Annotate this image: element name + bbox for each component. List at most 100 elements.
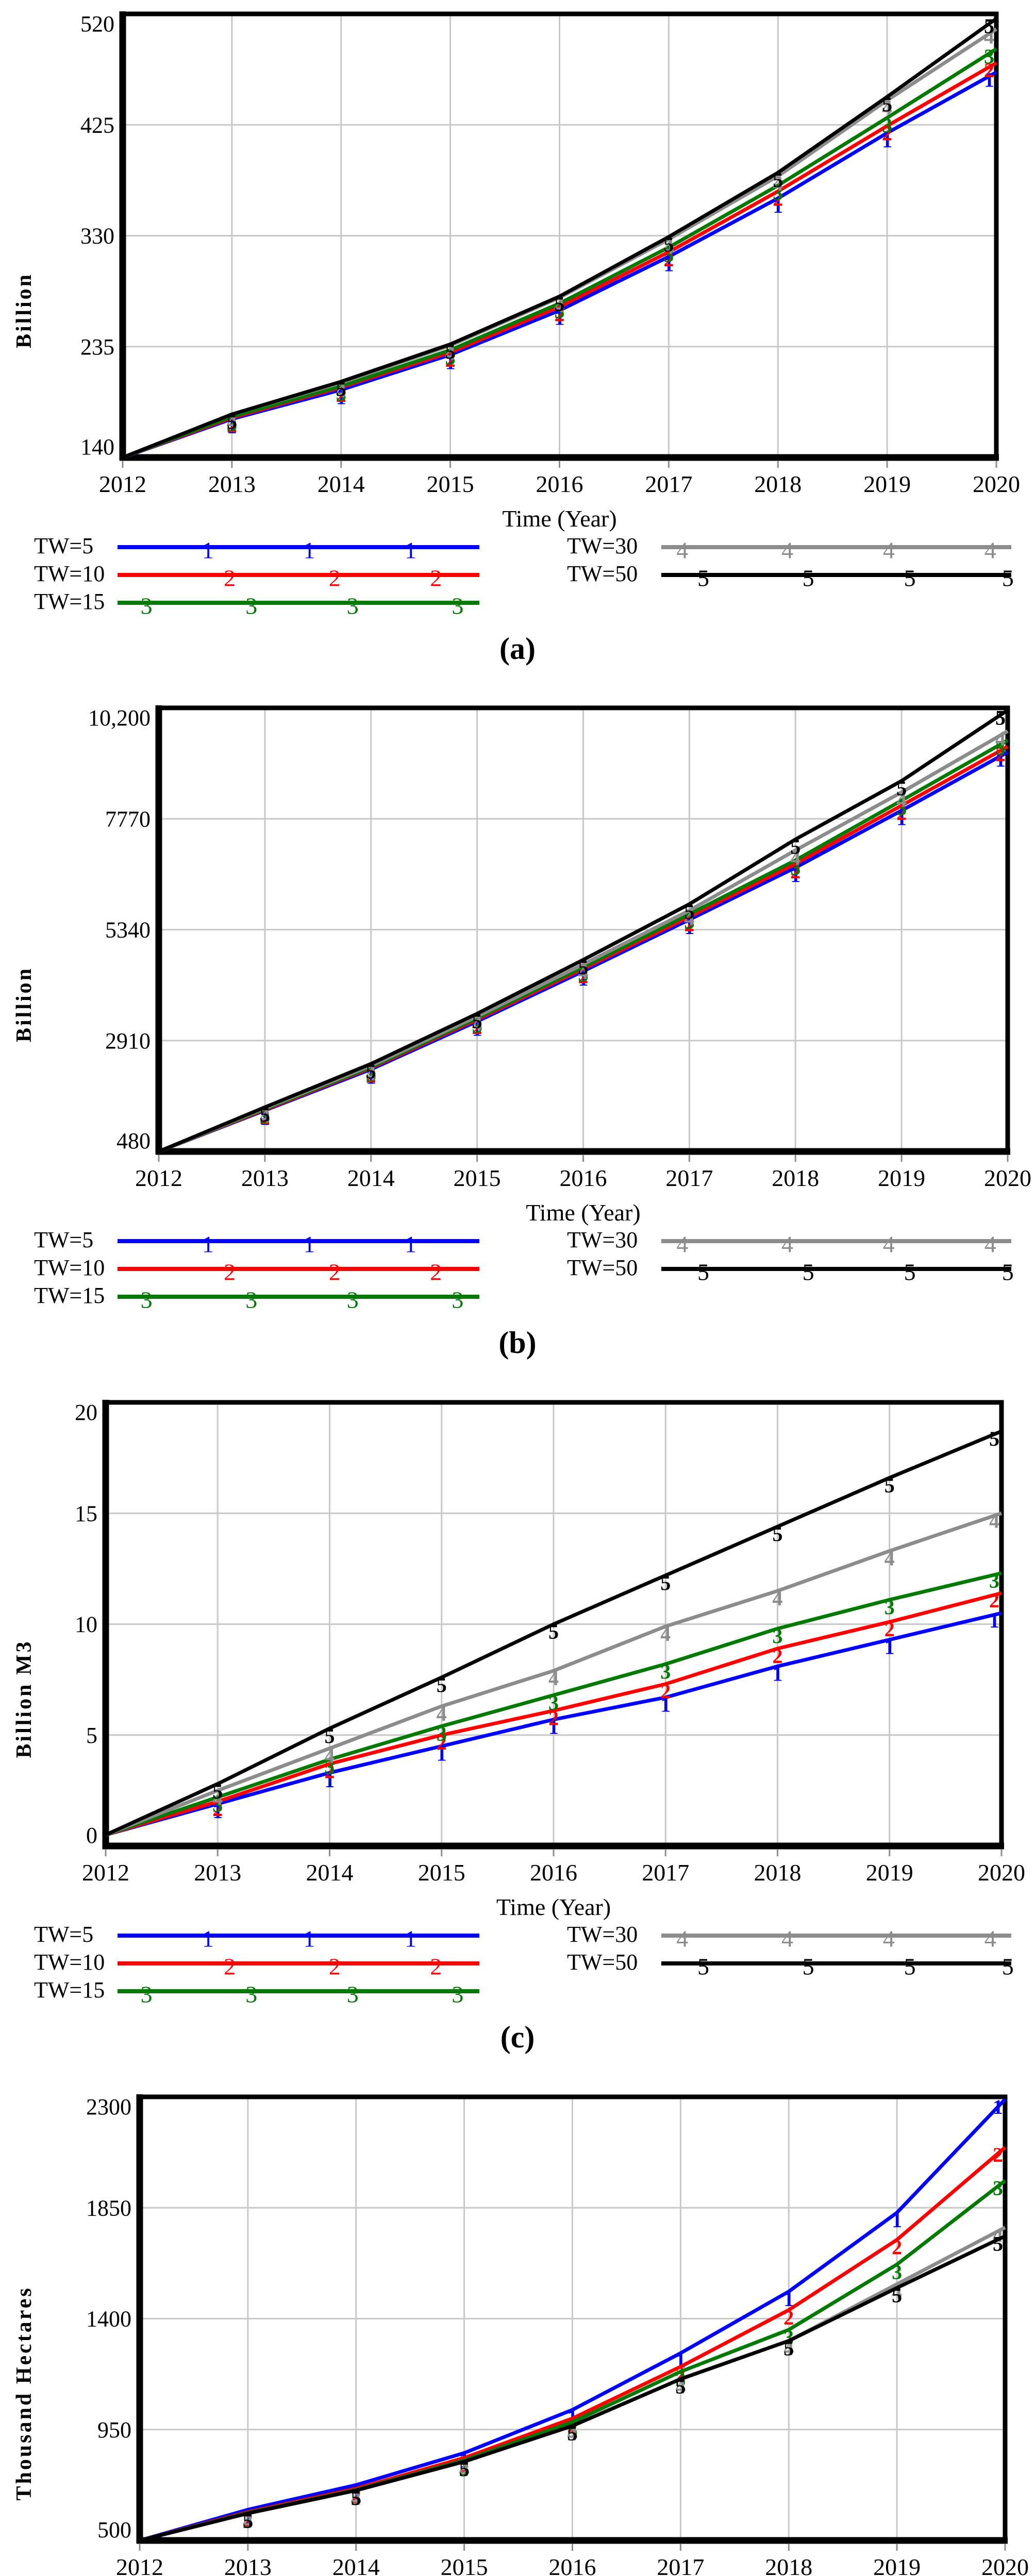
x-tick-label: 2012 (116, 2554, 163, 2576)
legend-marker-digit: 4 (781, 1925, 793, 1952)
panel-c: 0 5 10 15 20 Billion M3 2012 2013 2014 2015 2016 20… (0, 1388, 1035, 2082)
series-marker-digit: 5 (243, 2509, 253, 2532)
legend-marker-digit: 1 (202, 537, 214, 564)
series-marker-digit: 3 (882, 114, 892, 137)
series-marker-digit: 2 (892, 2235, 902, 2259)
plot-frame (119, 11, 999, 468)
legend-marker-digit: 4 (882, 1231, 895, 1258)
legend-line-sample (118, 1239, 479, 1243)
y-tick-label: 520 (80, 11, 114, 37)
legend-marker-digit: 3 (346, 1286, 359, 1313)
x-tick-label: 2013 (208, 471, 256, 497)
y-tick-label: 235 (80, 334, 114, 360)
x-tick-label: 2018 (765, 2554, 812, 2576)
series-marker-digit: 5 (993, 2232, 1003, 2255)
series-marker-digit: 1 (882, 129, 892, 152)
series-marker-digit: 3 (884, 1596, 895, 1619)
series-marker-digit: 5 (472, 1009, 482, 1032)
x-tick-label: 2012 (135, 1165, 182, 1191)
series-marker-digit: 3 (212, 1793, 223, 1816)
y-tick-label: 2300 (86, 2094, 131, 2120)
series-marker-digit: 2 (336, 383, 346, 406)
series-marker-digit: 2 (212, 1798, 223, 1821)
series-marker-digit: 4 (437, 1702, 447, 1725)
series-marker-digit: 4 (336, 379, 346, 402)
legend-line-sample (118, 601, 479, 605)
x-tick-label: 2012 (82, 1859, 129, 1886)
series-marker-digit: 5 (445, 340, 456, 363)
y-tick-label: 0 (86, 1823, 97, 1848)
legend-marker-digit: 2 (430, 1259, 442, 1285)
legend-marker-digit: 3 (452, 1286, 464, 1313)
gridlines (159, 708, 1008, 1151)
y-tick-label: 1850 (86, 2195, 131, 2221)
series-line-TW-5 (105, 1611, 1002, 1837)
plot-frame (136, 2094, 1008, 2551)
series-line-TW-50 (122, 17, 998, 460)
series-marker-digit: 2 (896, 802, 907, 825)
series-marker-digit: 4 (684, 906, 694, 929)
chart-d-legend: TW=5111TW=10222TW=153333TW=304444TW=5055… (0, 2083, 1035, 2191)
series-marker-digit: 2 (884, 1618, 895, 1641)
panel-d: 500 950 1400 1850 2300 Thousand Hectares 2012 2… (0, 2083, 1035, 2576)
series-marker-digit: 2 (684, 913, 694, 936)
series-marker-digit: 5 (437, 1673, 447, 1697)
series-marker-digit: 5 (555, 292, 565, 315)
y-tick-label: 330 (80, 224, 114, 249)
chart-a-caption: (a) (499, 632, 536, 666)
legend-marker-digit: 3 (452, 592, 464, 619)
legend-marker-digit: 3 (140, 1286, 153, 1313)
series-marker-digit: 2 (660, 1680, 671, 1703)
chart-b-canvas: 480 2910 5340 7770 10,200 Billion 2012 2013 2014… (12, 705, 1031, 1226)
chart-a-legend: TW=5 1 1 1 TW=10 2 2 2 TW=15 3 3 3 3 TW=30 4 4 4 4 TW=50 5 5… (0, 0, 1035, 618)
legend-marker-digit: 5 (904, 1259, 916, 1285)
series-marker-digit: 2 (578, 965, 589, 988)
series-marker-digit: 5 (660, 1571, 671, 1595)
legend-label-TW-10: TW=10 (34, 1950, 105, 1975)
series-marker-digit: 3 (336, 382, 346, 405)
series-marker-digit: 3 (227, 413, 237, 436)
y-tick-label: 5340 (105, 918, 151, 943)
series-marker-digit: 4 (325, 1744, 335, 1768)
legend-marker-digit: 3 (140, 1981, 153, 2008)
series-marker-digit: 1 (884, 1636, 895, 1659)
series-line-TW-5 (139, 2098, 1007, 2543)
series-marker-digit: 1 (984, 68, 994, 91)
y-axis-title: Billion (12, 273, 36, 348)
legend-marker-digit: 2 (328, 565, 341, 591)
series-marker-digit: 4 (995, 727, 1006, 750)
x-tick-label: 2015 (418, 1859, 465, 1886)
legend-line-sample (661, 1934, 1011, 1938)
series-marker-digit: 1 (548, 1716, 559, 1739)
legend-marker-digit: 2 (224, 565, 236, 591)
series-marker-digit: 5 (548, 1620, 559, 1643)
series-marker-digit: 2 (984, 59, 994, 82)
series-marker-digit: 5 (578, 956, 589, 979)
series-marker-digit: 1 (212, 1800, 223, 1823)
gridlines (123, 14, 996, 457)
legend-marker-digit: 4 (676, 1925, 689, 1952)
series-marker-digit: 1 (684, 916, 694, 939)
series-marker-digit: 3 (790, 856, 800, 879)
legend-line-sample (661, 1239, 1011, 1243)
series-marker-digit: 2 (993, 2143, 1003, 2166)
legend-label-TW-15: TW=15 (34, 1977, 105, 2003)
y-tick-label: 950 (97, 2417, 131, 2443)
legend-label-TW-50: TW=50 (567, 1255, 638, 1280)
series-marker-digit: 5 (892, 2284, 902, 2307)
chart-c-caption: (c) (500, 2020, 535, 2054)
series-markers-TW-50: 5 5 5 5 5 5 5 5 (212, 1427, 999, 1803)
y-axis-tick-labels: 500 950 1400 1850 2300 (86, 2094, 131, 2543)
legend-line-sample (118, 573, 479, 577)
x-tick-label: 2019 (866, 1859, 913, 1886)
series-marker-digit: 5 (989, 1427, 999, 1450)
legend-marker-digit: 1 (303, 537, 315, 564)
series-line-TW-50 (158, 708, 1009, 1154)
legend-marker-digit: 2 (328, 1259, 341, 1285)
x-tick-label: 2018 (772, 1165, 819, 1191)
series-marker-digit: 5 (896, 777, 907, 800)
series-marker-digit: 3 (993, 2177, 1003, 2200)
